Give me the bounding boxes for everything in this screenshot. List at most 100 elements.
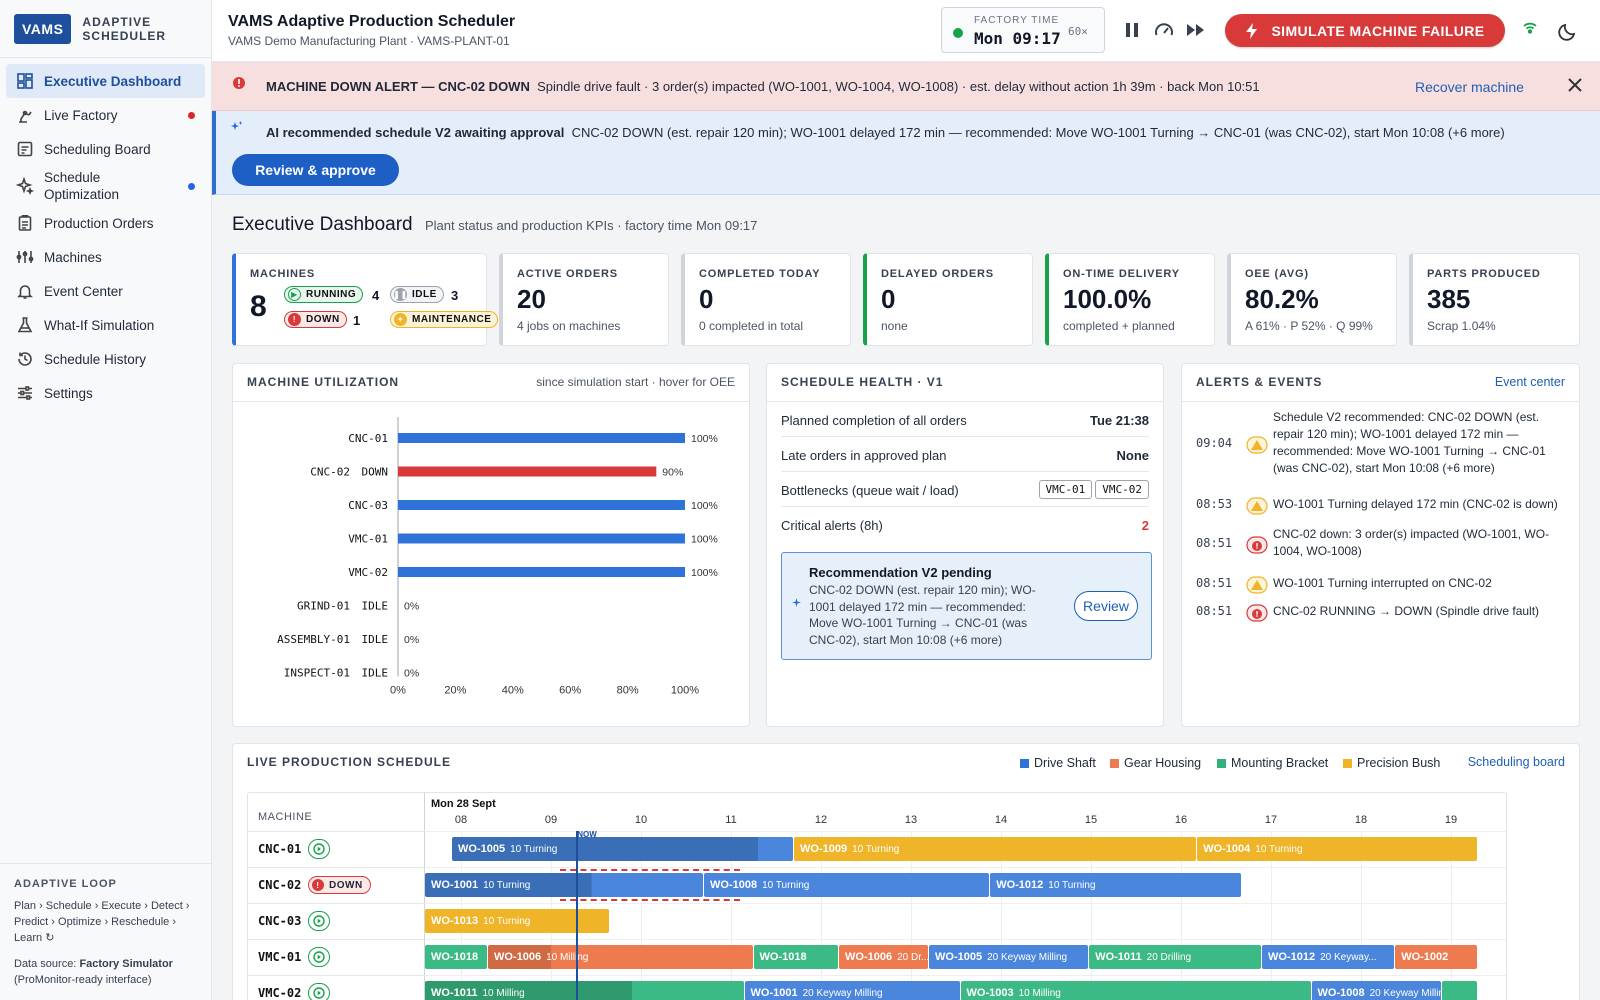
sidebar-item-settings[interactable]: Settings (6, 376, 205, 410)
sidebar-item-label: Executive Dashboard (44, 73, 182, 89)
bottleneck-chip[interactable]: VMC-02 (1095, 480, 1149, 499)
sidebar-item-executive-dashboard[interactable]: Executive Dashboard (6, 64, 205, 98)
schedule-bar[interactable]: WO-1003 10 Milling (960, 981, 1311, 1000)
critical-alert-icon (1246, 604, 1268, 622)
schedule-bar[interactable]: WO-1009 10 Turning (794, 837, 1197, 861)
schedule-bar[interactable]: WO-1001 20 Keyway Milling (744, 981, 960, 1000)
hour-tick-label: 10 (634, 814, 648, 826)
utilization-bar[interactable] (398, 466, 657, 477)
running-play-icon (308, 911, 330, 931)
kpi-active-orders-card[interactable]: ACTIVE ORDERS 20 4 jobs on machines (499, 253, 669, 346)
health-row-late-orders: Late orders in approved plan None (781, 437, 1149, 472)
legend-label: Precision Bush (1357, 756, 1441, 770)
review-approve-button[interactable]: Review & approve (232, 154, 399, 186)
sidebar-item-machines[interactable]: Machines (6, 240, 205, 274)
play-icon: ▶ (288, 288, 301, 301)
machine-row[interactable]: VMC-01 (248, 939, 425, 975)
kpi-parts-produced-card[interactable]: PARTS PRODUCED 385 Scrap 1.04% (1409, 253, 1580, 346)
kpi-oee-card[interactable]: OEE (AVG) 80.2% A 61% · P 52% · Q 99% (1227, 253, 1397, 346)
sidebar-item-schedule-optimization[interactable]: Schedule Optimization (6, 166, 205, 206)
hour-tick-label: 17 (1264, 814, 1278, 826)
schedule-bar[interactable]: WO-1006 10 Milling (488, 945, 753, 969)
running-label: RUNNING (306, 289, 357, 300)
x-tick-label: 20% (444, 685, 466, 697)
schedule-bar[interactable]: WO-1004 10 Turning (1197, 837, 1477, 861)
schedule-bar[interactable]: WO-1013 10 Turning (425, 909, 609, 933)
kpi-value: 20 (517, 284, 546, 314)
logo[interactable]: VAMS ADAPTIVE SCHEDULER (0, 0, 211, 58)
kpi-completed-today-card[interactable]: COMPLETED TODAY 0 0 completed in total (681, 253, 851, 346)
bottleneck-chip[interactable]: VMC-01 (1038, 480, 1093, 499)
work-order-id: WO-1002 (1401, 951, 1449, 963)
value-label: 0% (404, 668, 419, 680)
machine-row[interactable]: CNC-03 (248, 903, 425, 939)
kpi-label: PARTS PRODUCED (1427, 268, 1541, 280)
work-order-id: WO-1009 (800, 843, 848, 855)
work-order-id: WO-1001 (431, 879, 479, 891)
kpi-delayed-orders-card[interactable]: DELAYED ORDERS 0 none (863, 253, 1033, 346)
review-button[interactable]: Review (1074, 591, 1138, 621)
utilization-bar[interactable] (398, 433, 685, 443)
machine-row[interactable]: CNC-02! DOWN (248, 867, 425, 903)
data-source-note: (ProMonitor-ready interface) (14, 974, 152, 986)
bell-icon (17, 285, 33, 299)
schedule-bar[interactable]: WO-1005 10 Turning (452, 837, 793, 861)
simulate-failure-button[interactable]: SIMULATE MACHINE FAILURE (1225, 14, 1505, 47)
schedule-bar[interactable]: WO-1005 20 Keyway Milling (929, 945, 1089, 969)
schedule-bar[interactable]: WO-1011 10 Milling (425, 981, 744, 1000)
kpi-on-time-delivery-card[interactable]: ON-TIME DELIVERY 100.0% completed + plan… (1045, 253, 1215, 346)
event-center-link[interactable]: Event center (1494, 375, 1565, 389)
utilization-bar[interactable] (398, 567, 685, 577)
utilization-bar[interactable] (398, 500, 685, 510)
gantt-chart: Mon 28 Sept 08 09 10 11 12 13 14 15 16 17 18 19 WO-10… (247, 792, 1507, 1000)
recover-machine-link[interactable]: Recover machine (1415, 79, 1524, 95)
utilization-bar-chart[interactable]: CNC-01 100% CNC-02 DOWN 90% CNC-03 100% VMC-01 1… (233, 402, 751, 728)
scheduling-board-link[interactable]: Scheduling board (1467, 755, 1565, 769)
legend-label: Gear Housing (1124, 756, 1202, 770)
operation-label: 10 Turning (510, 844, 558, 855)
utilization-bar[interactable] (398, 533, 685, 544)
now-label: NOW (577, 830, 597, 839)
machine-row[interactable]: CNC-01 (248, 831, 425, 867)
schedule-bar[interactable] (1442, 981, 1477, 1000)
legend-swatch (1110, 758, 1119, 768)
dark-mode-moon-icon[interactable] (1557, 20, 1579, 42)
pause-icon[interactable] (1121, 19, 1143, 41)
sidebar-item-schedule-history[interactable]: Schedule History (6, 342, 205, 376)
schedule-bar[interactable]: WO-1012 20 Keyway... (1262, 945, 1395, 969)
machine-status-label: DOWN (362, 466, 389, 479)
health-label: Bottlenecks (queue wait / load) (781, 483, 959, 498)
sidebar-item-live-factory[interactable]: Live Factory (6, 98, 205, 132)
schedule-bar[interactable]: WO-1018 (425, 945, 487, 969)
x-tick-label: 40% (502, 685, 524, 697)
sidebar-item-label: Event Center (44, 283, 123, 299)
fast-forward-icon[interactable] (1185, 19, 1207, 41)
schedule-bar[interactable]: WO-1001 10 Turning (425, 873, 703, 897)
sidebar-item-what-if-simulation[interactable]: What-If Simulation (6, 308, 205, 342)
alert-icon: ! (288, 313, 301, 326)
schedule-bar[interactable]: WO-1012 10 Turning (990, 873, 1242, 897)
schedule-bar[interactable]: WO-1002 (1395, 945, 1477, 969)
running-play-icon (308, 947, 330, 967)
schedule-bar[interactable]: WO-1008 20 Keyway Milling (1311, 981, 1441, 1000)
warning-icon (1246, 576, 1268, 594)
kpi-machines-card[interactable]: MACHINES 8 ▶ RUNNING 4 ❚❚ IDLE 3 ! DOWN 1 ✦… (232, 253, 499, 346)
logo-text: ADAPTIVE SCHEDULER (82, 15, 166, 43)
speedometer-icon[interactable] (1153, 19, 1175, 41)
sidebar-item-scheduling-board[interactable]: Scheduling Board (6, 132, 205, 166)
machine-row[interactable]: VMC-02 (248, 975, 425, 1000)
schedule-bar[interactable]: WO-1018 (753, 945, 838, 969)
sidebar-item-production-orders[interactable]: Production Orders (6, 206, 205, 240)
schedule-health-panel: SCHEDULE HEALTH · V1 Planned completion … (766, 363, 1164, 727)
schedule-bar[interactable]: WO-1006 20 Dr... (839, 945, 928, 969)
close-icon[interactable] (1566, 76, 1584, 94)
alerts-events-panel: ALERTS & EVENTS Event center 09:04 Schedu… (1181, 363, 1580, 727)
hour-grid-line (911, 831, 912, 1000)
machine-name: CNC-03 (258, 914, 302, 928)
schedule-bar[interactable]: WO-1008 10 Turning (704, 873, 990, 897)
schedule-bar[interactable]: WO-1011 20 Drilling (1089, 945, 1261, 969)
health-label: Critical alerts (8h) (781, 518, 883, 533)
sidebar-item-event-center[interactable]: Event Center (6, 274, 205, 308)
gantt-date-label: Mon 28 Sept (431, 798, 496, 810)
panel-title: LIVE PRODUCTION SCHEDULE (247, 755, 452, 769)
